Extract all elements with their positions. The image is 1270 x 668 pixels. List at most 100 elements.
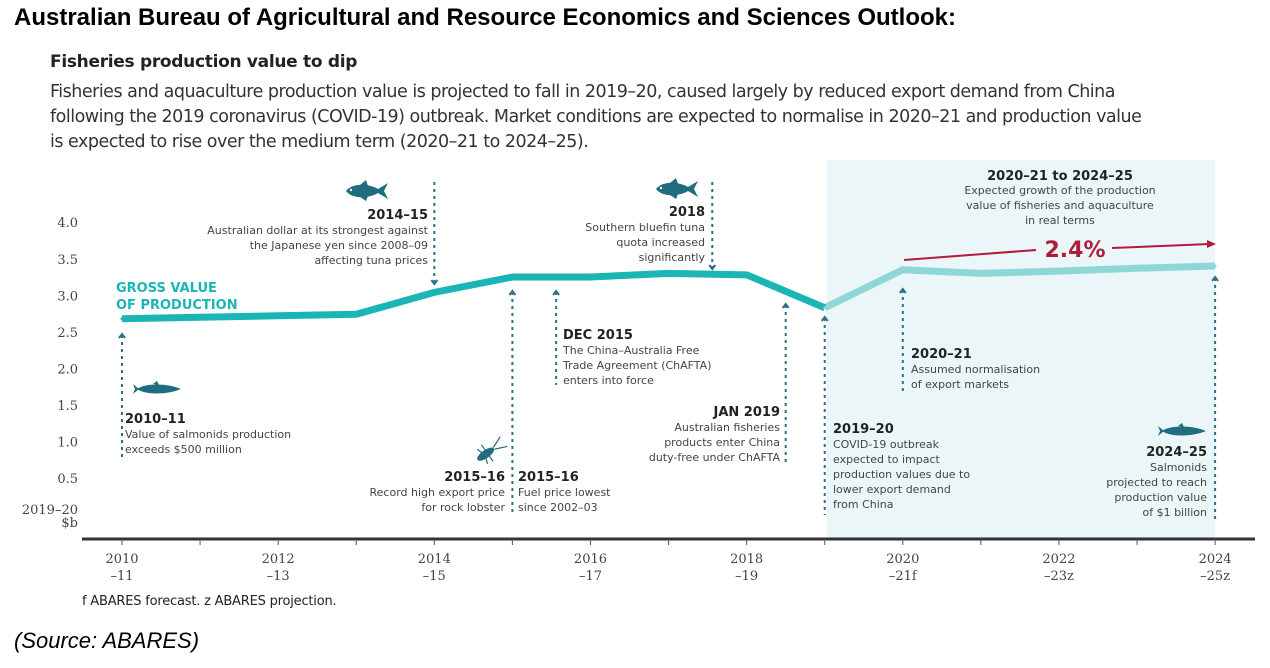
- salmon-fin: [153, 381, 159, 385]
- annotation-text: enters into force: [563, 374, 654, 387]
- x-tick-label: –21f: [889, 569, 918, 584]
- annotation-text: COVID-19 outbreak: [833, 438, 940, 451]
- tuna-body: [346, 183, 388, 199]
- annotation-text: quota increased: [616, 236, 705, 249]
- annotation-title: 2015–16: [518, 470, 579, 485]
- growth-percent-label: 2.4%: [1044, 238, 1105, 263]
- x-tick-label: 2014: [418, 552, 451, 567]
- annotation-text: expected to impact: [833, 453, 941, 466]
- data-point: [120, 317, 124, 321]
- annotation-text: the Japanese yen since 2008–09: [250, 239, 428, 252]
- annotation-title: 2020–21: [911, 347, 972, 362]
- tuna-icon: [656, 178, 698, 199]
- figure-description: Fisheries and aquaculture production val…: [50, 80, 1230, 155]
- description-line: is expected to rise over the medium term…: [50, 132, 589, 152]
- annotation-text: since 2002–03: [518, 501, 598, 514]
- tuna-eye: [659, 186, 663, 190]
- x-tick-label: –11: [110, 569, 133, 584]
- annotation-title: DEC 2015: [563, 328, 633, 343]
- annotation-text: The China–Australia Free: [562, 344, 700, 357]
- growth-arrow-line: [903, 249, 1037, 261]
- growth-description: Expected growth of the production: [964, 184, 1155, 197]
- figure-title: Fisheries production value to dip: [50, 52, 358, 72]
- annotation-title: JAN 2019: [713, 405, 781, 420]
- arrow-down-icon: [708, 264, 717, 271]
- annotation-text: projected to reach: [1106, 476, 1207, 489]
- x-tick-label: –17: [579, 569, 602, 584]
- data-point: [823, 306, 827, 310]
- x-tick-label: –15: [423, 569, 446, 584]
- arrow-down-icon: [430, 279, 439, 286]
- annotation-text: for rock lobster: [421, 501, 505, 514]
- data-point: [745, 273, 749, 277]
- annotation-text: products enter China: [664, 436, 780, 449]
- x-tick-label: –19: [735, 569, 758, 584]
- growth-period-title: 2020–21 to 2024–25: [987, 169, 1133, 184]
- tuna-body: [656, 181, 698, 197]
- x-tick-label: –23z: [1044, 569, 1074, 584]
- y-tick-label: 0.5: [57, 472, 78, 487]
- tuna-eye: [349, 188, 353, 192]
- arrow-up-icon: [508, 289, 517, 296]
- annotation-text: Salmonids: [1150, 461, 1207, 474]
- historical-line: [121, 269, 827, 323]
- y-tick-label: 3.5: [57, 253, 78, 268]
- annotation-text: Assumed normalisation: [911, 363, 1040, 376]
- data-point: [588, 275, 592, 279]
- data-point: [979, 271, 983, 275]
- tuna-fin: [670, 178, 678, 199]
- annotation-text: duty-free under ChAFTA: [649, 451, 781, 464]
- annotation-text: production values due to: [833, 468, 970, 481]
- chart-footnote: f ABARES forecast. z ABARES projection.: [82, 594, 337, 609]
- data-point: [198, 315, 202, 319]
- data-point: [667, 271, 671, 275]
- annotation-title: 2018: [669, 205, 705, 220]
- growth-arrow-line: [1111, 243, 1211, 249]
- x-tick-label: 2018: [730, 552, 763, 567]
- x-tick-label: 2010: [105, 552, 138, 567]
- x-tick-label: 2012: [262, 552, 295, 567]
- data-point: [276, 314, 280, 318]
- x-tick-label: 2020: [886, 552, 919, 567]
- tuna-icon: [346, 180, 388, 201]
- annotation-title: 2014–15: [367, 208, 428, 223]
- annotation-text: Trade Agreement (ChAFTA): [562, 359, 711, 372]
- forecast-line: [823, 262, 1216, 311]
- annotation-text: Fuel price lowest: [518, 486, 611, 499]
- arrow-up-icon: [1211, 275, 1219, 282]
- data-point: [354, 312, 358, 316]
- salmon-fin: [1178, 423, 1184, 427]
- annotation-text: Australian dollar at its strongest again…: [207, 224, 428, 237]
- x-tick-label: 2024: [1199, 552, 1232, 567]
- series-label: GROSS VALUE: [116, 281, 217, 296]
- description-line: following the 2019 coronavirus (COVID-19…: [50, 107, 1142, 127]
- lobster-icon: [476, 436, 508, 465]
- y-axis-label: $b: [61, 516, 78, 531]
- y-tick-label: 2.5: [57, 326, 78, 341]
- annotation-text: Australian fisheries: [674, 421, 780, 434]
- growth-description: value of fisheries and aquaculture: [966, 199, 1154, 212]
- x-tick-label: 2016: [574, 552, 607, 567]
- page-title: Australian Bureau of Agricultural and Re…: [14, 4, 956, 31]
- salmon-body: [1158, 426, 1206, 436]
- description-line: Fisheries and aquaculture production val…: [50, 82, 1115, 102]
- y-tick-label: 1.0: [57, 436, 78, 451]
- arrow-up-icon: [820, 315, 829, 322]
- annotation-text: Southern bluefin tuna: [585, 221, 705, 234]
- data-point: [1213, 264, 1217, 268]
- data-point: [1057, 269, 1061, 273]
- x-tick-label: –13: [267, 569, 290, 584]
- y-tick-label: 2.0: [57, 362, 78, 377]
- annotation-text: Record high export price: [370, 486, 506, 499]
- data-point: [901, 268, 905, 272]
- tuna-fin: [360, 180, 368, 201]
- annotation-text: significantly: [639, 251, 706, 264]
- salmon-icon: [1158, 423, 1206, 436]
